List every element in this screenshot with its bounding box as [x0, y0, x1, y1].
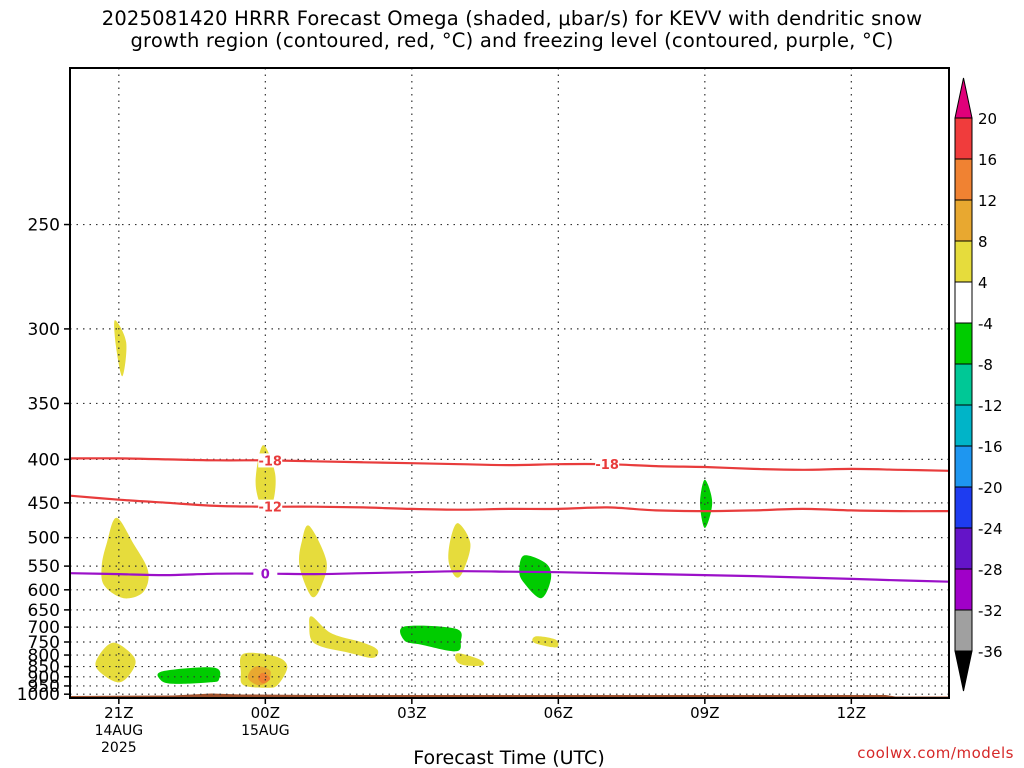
contour-label: -12: [258, 501, 282, 516]
colorbar-bin: [954, 199, 973, 242]
omega-region: [519, 555, 552, 599]
colorbar-bin: [954, 117, 973, 160]
x-tick-label: 03Z: [397, 704, 426, 722]
colorbar-label: -36: [978, 643, 1003, 661]
colorbar-label: -16: [978, 438, 1003, 456]
colorbar-bottom-arrow: [954, 650, 973, 692]
chart-title-line1: 2025081420 HRRR Forecast Omega (shaded, …: [101, 7, 923, 30]
y-tick-label: 750: [28, 633, 60, 653]
colorbar-label: 12: [978, 192, 997, 210]
omega-region: [258, 672, 271, 684]
x-tick-sublabel: 15AUG: [241, 723, 290, 739]
colorbar-bin: [954, 445, 973, 488]
omega-region: [101, 517, 149, 599]
colorbar-bin: [954, 322, 973, 365]
x-tick-sublabel: 2025: [101, 740, 137, 756]
colorbar-label: -12: [978, 397, 1003, 415]
colorbar-label: 8: [978, 233, 988, 251]
y-tick-label: 350: [28, 394, 60, 414]
y-tick-label: 650: [28, 601, 60, 621]
colorbar-bin: [954, 240, 973, 283]
y-tick-label: 600: [28, 581, 60, 601]
omega-region: [448, 523, 471, 578]
colorbar-label: -4: [978, 315, 993, 333]
credit-text: coolwx.com/models: [857, 744, 1014, 762]
omega-region: [298, 525, 327, 598]
colorbar-bin: [954, 363, 973, 406]
contour-label: 0: [261, 568, 270, 583]
terrain-layer: [70, 693, 949, 698]
contour-label: -18: [595, 458, 619, 473]
contour-line: [70, 494, 949, 513]
x-axis-label: Forecast Time (UTC): [413, 747, 604, 768]
y-tick-label: 800: [28, 646, 60, 666]
y-tick-label: 400: [28, 450, 60, 470]
x-tick-label: 06Z: [544, 704, 573, 722]
chart-title: 2025081420 HRRR Forecast Omega (shaded, …: [0, 8, 1024, 52]
omega-shading: [95, 320, 713, 688]
omega-region: [309, 616, 379, 658]
y-tick-label: 250: [28, 216, 60, 236]
x-tick-label: 09Z: [690, 704, 719, 722]
y-tick-label: 500: [28, 529, 60, 549]
contour-label: -18: [258, 454, 282, 469]
colorbar-label: -32: [978, 602, 1003, 620]
colorbar-label: -28: [978, 561, 1003, 579]
omega-region: [455, 653, 485, 666]
y-tick-label: 450: [28, 494, 60, 514]
colorbar-label: -8: [978, 356, 993, 374]
y-tick-label: 700: [28, 618, 60, 638]
omega-region: [157, 667, 221, 684]
contour-label-bg: [258, 453, 283, 468]
colorbar-bin: [954, 281, 973, 324]
y-tick-label: 300: [28, 320, 60, 340]
colorbar: 20 16 12 8 4 -4 -8 -12 -16 -20 -24 -28 -32 -36: [954, 77, 1003, 692]
chart-title-line2: growth region (contoured, red, °C) and f…: [130, 29, 894, 52]
omega-region: [95, 642, 136, 683]
contour-line: [70, 570, 949, 583]
colorbar-label: -24: [978, 520, 1003, 538]
y-tick-label: 1000: [17, 685, 60, 705]
contour-lines: -18 -18 -12 0: [70, 453, 949, 583]
omega-region: [114, 320, 127, 377]
contour-label-bg: [253, 566, 278, 581]
colorbar-bin: [954, 609, 973, 652]
x-tick-sublabel: 14AUG: [95, 723, 144, 739]
colorbar-bin: [954, 486, 973, 529]
colorbar-label: 20: [978, 110, 997, 128]
terrain-band: [70, 693, 949, 698]
plot-frame: [69, 67, 950, 699]
colorbar-label: 16: [978, 151, 997, 169]
colorbar-label: 4: [978, 274, 988, 292]
colorbar-bin: [954, 158, 973, 201]
y-tick-label: 850: [28, 658, 60, 678]
y-tick-label: 900: [28, 668, 60, 688]
y-tick-label: 550: [28, 557, 60, 577]
colorbar-bin: [954, 527, 973, 570]
colorbar-bin: [954, 568, 973, 611]
x-tick-label: 21Z: [104, 704, 133, 722]
colorbar-top-arrow: [954, 77, 973, 119]
omega-region: [400, 625, 462, 652]
contour-label-bg: [258, 499, 283, 514]
y-tick-label: 950: [28, 677, 60, 697]
colorbar-bin: [954, 404, 973, 447]
x-tick-label: 12Z: [837, 704, 866, 722]
y-axis: 250 300 350 400 450 500 550 6006507007508008509…: [17, 216, 70, 705]
grid-lines: [70, 68, 949, 698]
colorbar-label: -20: [978, 479, 1003, 497]
x-tick-label: 00Z: [251, 704, 280, 722]
contour-label-bg: [595, 457, 620, 472]
contour-line: [70, 457, 949, 472]
omega-region: [700, 479, 713, 528]
